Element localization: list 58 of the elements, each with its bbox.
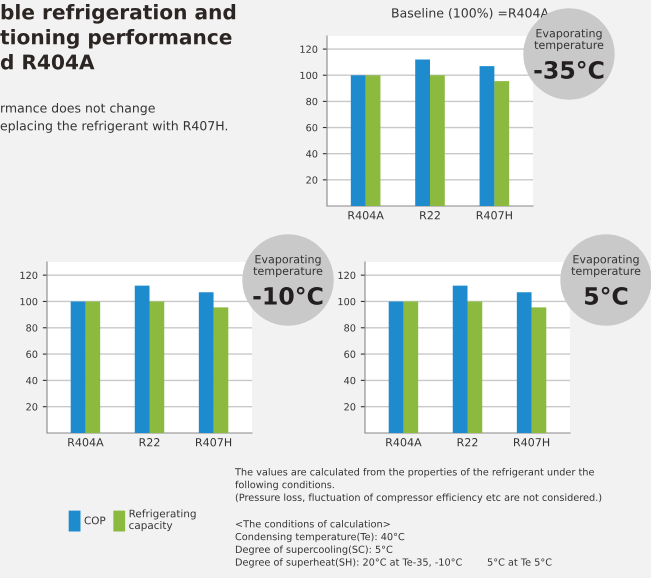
bar [452,286,468,433]
y-tick-label: 80 [306,98,318,106]
y-tick-label: 40 [344,376,356,384]
bar [150,301,164,433]
y-tick-label: 100 [20,298,38,306]
y-tick-label: 120 [300,46,318,53]
text: Baseline (100%) =R404A [392,8,549,20]
bar [198,292,214,433]
bar [214,307,228,433]
x-tick-label: R22 [140,438,160,446]
y-tick-label: 20 [306,176,318,184]
x-tick-label: R22 [458,438,478,446]
y-tick-label: 100 [338,298,356,306]
legend-label: COP [84,516,106,524]
bar [532,307,546,433]
bar [494,81,510,206]
bar [350,75,366,206]
text: -35°C [534,60,604,79]
y-tick-label: 80 [344,324,356,332]
y-tick-label: 60 [26,350,38,358]
text: Evaporating temperature [253,254,322,278]
x-tick-label: R404A [386,438,422,446]
x-tick-label: R404A [68,438,104,446]
y-tick-label: 120 [20,272,38,279]
bar [468,301,482,433]
bar [85,301,100,433]
y-tick-label: 40 [306,150,318,158]
y-tick-label: 40 [26,376,38,384]
bar [366,75,380,206]
legend-label: Refrigerating capacity [129,509,196,532]
text: Evaporating temperature [571,254,640,278]
text: 5°C [585,286,628,305]
text: The values are calculated from the properties of the refrigerant under the following conditions. (Pressure loss, fluctuation of compressor efficiency etc are not considered.) [234,468,602,503]
x-tick-label: R407H [514,438,550,446]
x-tick-label: R22 [420,211,440,220]
y-tick-label: 120 [338,272,356,279]
bar [403,301,418,433]
bar [480,66,494,206]
text: ble refrigeration and tioning performance d R404A [0,4,236,70]
text: Evaporating temperature [534,28,604,52]
bar [415,60,430,206]
text: rmance does not change eplacing the refrigerant with R407H. [0,103,228,133]
y-tick-label: 20 [26,403,38,411]
x-tick-label: R407H [196,438,232,446]
x-tick-label: R404A [348,211,384,220]
y-tick-label: 80 [26,324,38,332]
y-tick-label: 60 [306,124,318,132]
bar [516,292,532,433]
text: <The conditions of calculation> Condensing temperature(Te): 40°C Degree of supercooling(SC): 5°C Degree of superheat(SH): 20°C at Te-35, -10°C 5°C at Te 5°C [236,520,552,568]
bar [388,301,404,433]
y-tick-label: 20 [344,403,356,411]
bar [134,286,150,433]
bar [430,75,445,206]
y-tick-label: 100 [300,72,318,80]
x-tick-label: R407H [476,211,512,220]
text: -10°C [253,286,322,305]
y-tick-label: 60 [344,350,356,358]
bar [70,301,86,433]
